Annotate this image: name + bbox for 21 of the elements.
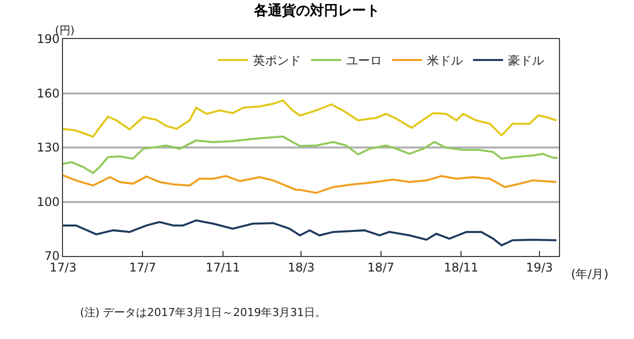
line-series bbox=[63, 135, 559, 174]
x-tick-label: 18/11 bbox=[444, 260, 478, 274]
text: (注) データは2017年3月1日～2019年3月31日。 bbox=[80, 306, 326, 319]
chart-title: 各通貨の対円レート bbox=[253, 2, 380, 19]
x-tick-label: 18/3 bbox=[288, 260, 315, 274]
legend-label: 米ドル bbox=[427, 54, 464, 68]
line-series bbox=[63, 219, 558, 246]
legend-label: 英ポンド bbox=[253, 54, 302, 68]
y-tick-label: 100 bbox=[36, 194, 60, 209]
line-series bbox=[63, 174, 558, 194]
x-tick-label: 17/7 bbox=[129, 260, 156, 274]
x-tick-label: 19/3 bbox=[526, 260, 553, 274]
legend-label: 豪ドル bbox=[508, 54, 544, 68]
y-tick-label: 190 bbox=[36, 32, 60, 46]
line-series bbox=[63, 99, 558, 138]
y-tick-label: 160 bbox=[36, 86, 60, 100]
x-tick-label: 18/7 bbox=[367, 260, 394, 274]
x-axis-title: (年/月) bbox=[571, 267, 608, 281]
x-tick-label: 17/11 bbox=[206, 260, 240, 274]
legend-label: ユーロ bbox=[346, 54, 382, 68]
y-tick-label: 130 bbox=[36, 140, 60, 155]
